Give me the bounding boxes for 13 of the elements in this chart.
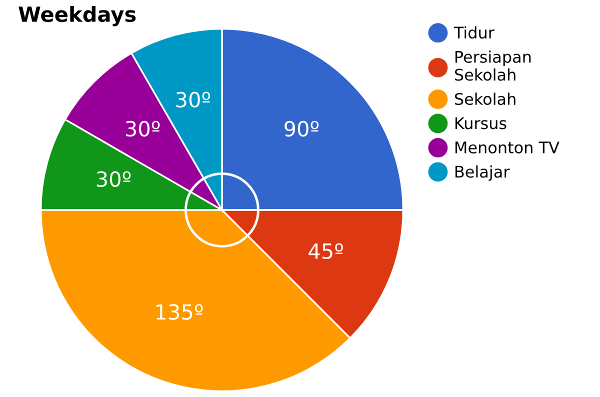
data-label: 90º [284,120,319,137]
legend-label: Persiapan Sekolah [454,50,531,81]
legend-label: Belajar [456,165,510,181]
data-label: 30º [96,171,131,187]
legend-label: Menonton TV [456,142,560,154]
data-label: 30º [176,92,210,108]
data-label: 45º [308,243,343,260]
data-label: 135º [156,304,203,320]
data-label: 30º [126,120,160,137]
legend-label: Tidur [454,26,494,39]
legend-label: Kursus [456,117,506,130]
legend-label: Sekolah [454,92,516,106]
chart-title: Weekdays [18,6,136,26]
